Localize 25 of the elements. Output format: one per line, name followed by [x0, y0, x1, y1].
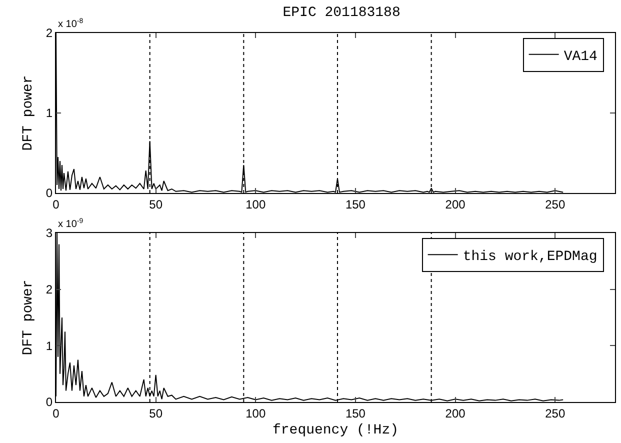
y-axis-title: DFT power: [20, 280, 37, 356]
x-axis-title: frequency (!Hz): [272, 422, 399, 439]
legend-label: this work,EPDMag: [462, 249, 598, 266]
x-tick-label: 250: [545, 406, 566, 420]
text: x 10$^{-8}$: [58, 18, 84, 30]
x-tick-label: 150: [345, 406, 366, 420]
text: x 10$^{-9}$: [58, 218, 84, 230]
y-tick-label: 1: [46, 106, 53, 120]
x-tick-label: 200: [445, 406, 466, 420]
chart-title: EPIC 201183188: [282, 4, 400, 21]
y-axis-title: DFT power: [20, 75, 37, 151]
legend-label: VA14: [564, 48, 598, 65]
x-tick-label: 100: [246, 197, 266, 212]
y-tick-label: 0: [46, 186, 53, 200]
x-tick-label: 100: [246, 406, 266, 420]
y-tick-label: 1: [46, 338, 53, 353]
y-tick-label: 2: [46, 282, 53, 297]
y-tick-label: 2: [46, 26, 53, 40]
x-tick-label: 250: [545, 197, 566, 212]
x-tick-label: 200: [445, 197, 466, 212]
y-tick-label: 3: [46, 226, 53, 240]
x-tick-label: 150: [345, 197, 366, 212]
x-tick-label: 50: [149, 406, 163, 420]
x-tick-label: 50: [149, 197, 163, 212]
y-tick-label: 0: [46, 395, 53, 410]
